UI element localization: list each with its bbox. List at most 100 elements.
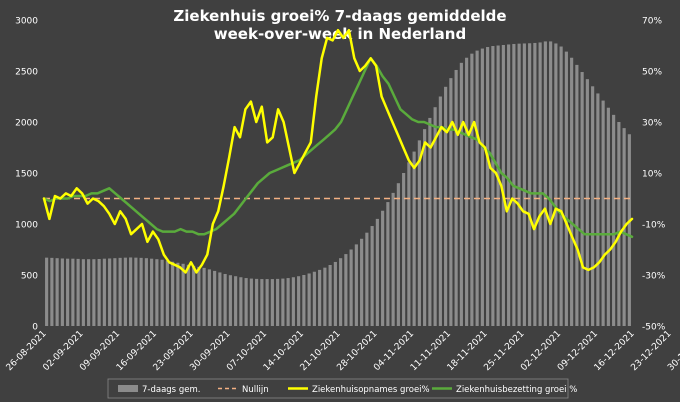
bar (564, 51, 568, 327)
bar (81, 259, 85, 326)
bar (297, 276, 301, 326)
legend-swatch (118, 385, 138, 392)
bar (197, 266, 201, 326)
legend-box (107, 378, 569, 399)
bar (339, 258, 343, 326)
y-left-tick-label: 2000 (15, 119, 38, 129)
bar (102, 258, 106, 326)
bar (249, 278, 253, 326)
bar (412, 151, 416, 326)
bar (144, 258, 148, 326)
bar (218, 272, 222, 326)
bar (438, 96, 442, 326)
bar (423, 129, 427, 326)
y-right-tick-label: 50% (642, 68, 662, 78)
bar (239, 277, 243, 326)
y-right-tick-label: -50% (642, 323, 666, 333)
bar (522, 43, 526, 327)
bar (486, 47, 490, 326)
bar (480, 48, 484, 327)
bar (570, 57, 574, 327)
series-line-opnames (42, 28, 634, 274)
bar (202, 267, 206, 326)
bar (354, 244, 358, 326)
y-left-tick-label: 0 (32, 323, 38, 333)
bar (475, 50, 479, 326)
bar (302, 275, 306, 326)
bar (501, 44, 505, 327)
bar (66, 258, 70, 326)
bar (139, 257, 143, 326)
bar (491, 46, 495, 326)
bar (123, 257, 127, 326)
legend-item-bezetting: Ziekenhuisbezetting groei % (456, 385, 577, 395)
bar (517, 43, 521, 326)
series-line-bezetting (42, 57, 634, 239)
bar (507, 44, 511, 326)
y-left-tick-label: 500 (21, 272, 38, 282)
bar (612, 114, 616, 326)
bar (396, 183, 400, 326)
legend-item-nullijn: Nullijn (242, 385, 269, 395)
y-right-tick-label: 10% (642, 170, 662, 180)
bar (45, 257, 49, 326)
bar (113, 258, 117, 326)
bar (496, 45, 500, 326)
bar (307, 273, 311, 326)
bar (181, 263, 185, 326)
chart-title: Ziekenhuis groei% 7-daags gemiddelde (173, 7, 507, 25)
bar (606, 107, 610, 326)
bar (134, 257, 138, 326)
bar (375, 218, 379, 326)
y-left-tick-label: 1500 (15, 170, 38, 180)
bar (591, 86, 595, 326)
bar (255, 278, 259, 326)
bar (370, 226, 374, 326)
bar (601, 100, 605, 326)
bar (265, 279, 269, 326)
bar (87, 259, 91, 326)
bar (554, 43, 558, 327)
bar (449, 78, 453, 326)
y-left-tick-label: 2500 (15, 68, 38, 78)
bar (97, 258, 101, 326)
bar (470, 53, 474, 326)
bar (291, 277, 295, 326)
bar (207, 269, 211, 326)
legend-item-7daags: 7-daags gem. (142, 385, 200, 395)
bar (76, 258, 80, 326)
bar (381, 210, 385, 326)
bar (360, 238, 364, 326)
bar (428, 117, 432, 326)
bar (171, 261, 175, 326)
y-right-tick-label: 30% (642, 119, 662, 129)
bar (617, 122, 621, 326)
bar (281, 278, 285, 326)
bar (528, 43, 532, 326)
bar (365, 232, 369, 326)
bar (186, 264, 190, 326)
bar (465, 57, 469, 327)
bar (538, 42, 542, 326)
y-right-tick-label: -10% (642, 221, 666, 231)
bar (549, 41, 553, 327)
bar (71, 258, 75, 326)
bar (596, 93, 600, 326)
bar (92, 259, 96, 326)
bar (129, 257, 133, 326)
bar (234, 276, 238, 326)
y-left-tick-label: 1000 (15, 221, 38, 231)
bar (444, 86, 448, 326)
bar (533, 42, 537, 326)
bar (543, 41, 547, 327)
bar (402, 173, 406, 326)
bar (575, 64, 579, 326)
bar (328, 265, 332, 326)
bar (407, 162, 411, 326)
bar (585, 79, 589, 326)
bar (417, 140, 421, 326)
bar (286, 278, 290, 326)
bar (165, 260, 169, 326)
